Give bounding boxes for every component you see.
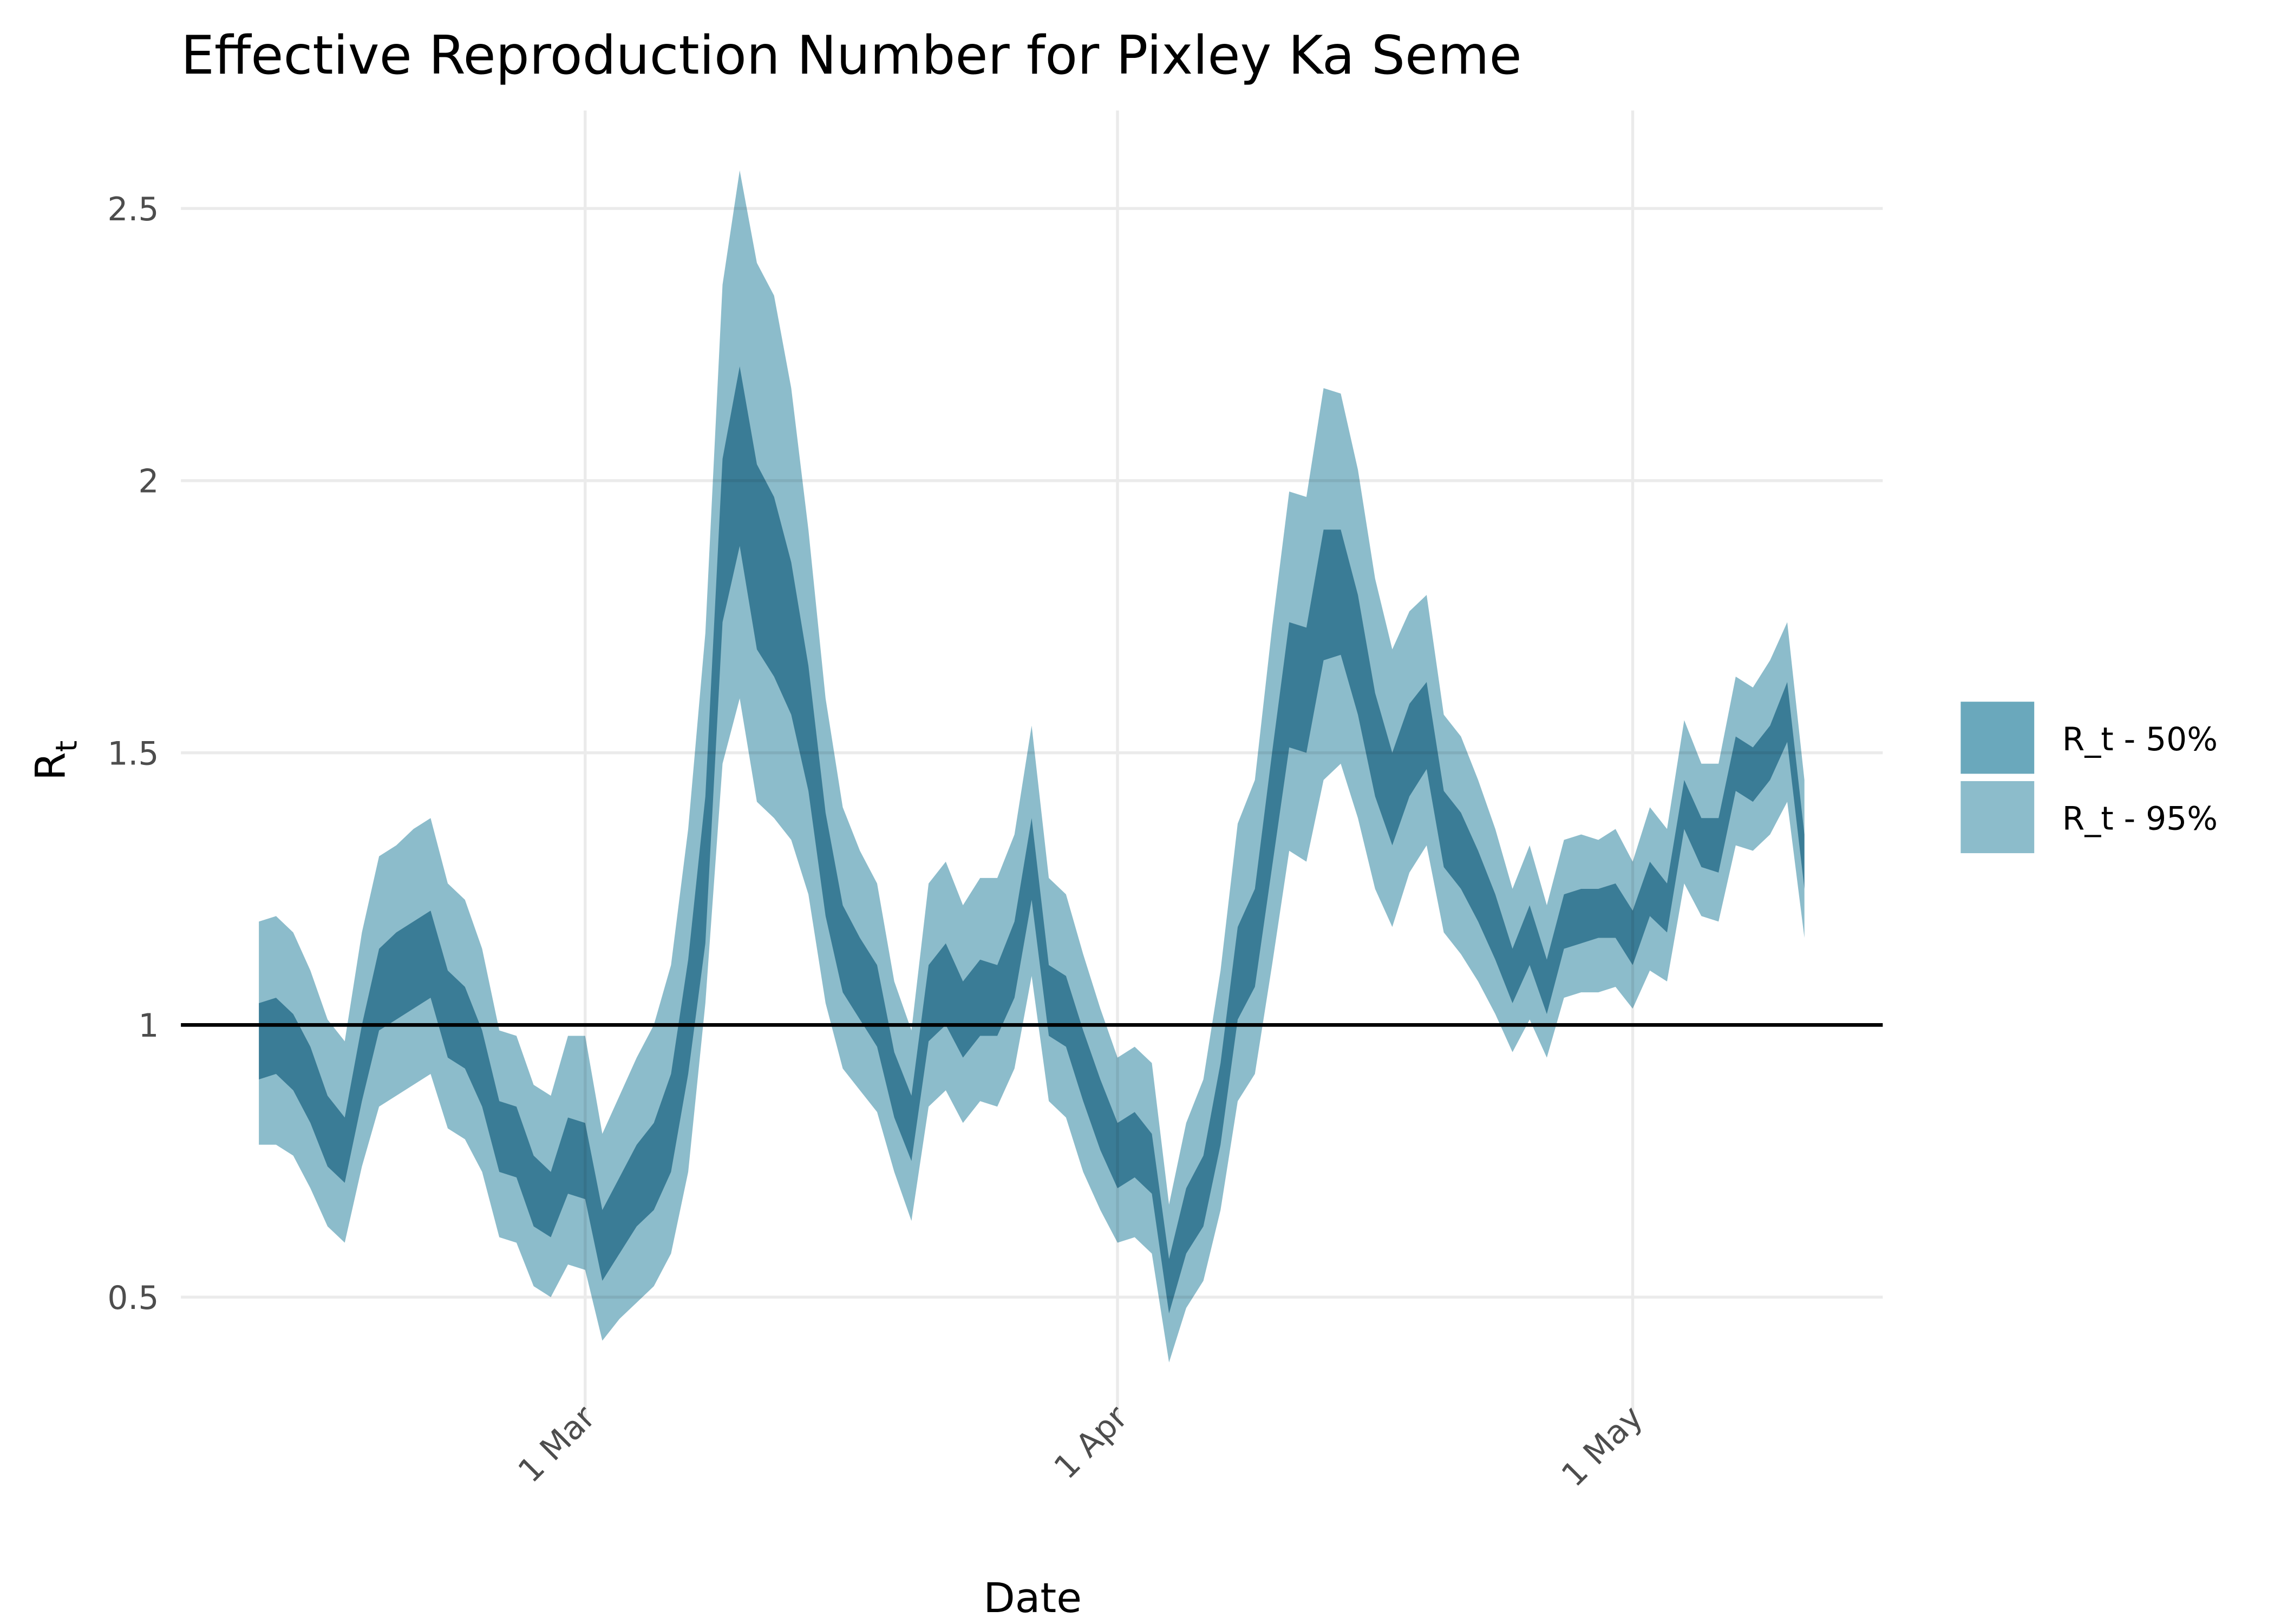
ribbons (259, 170, 1805, 1363)
y-tick-label: 1.5 (107, 735, 159, 772)
x-tick-label: 1 Apr (1047, 1399, 1135, 1487)
x-tick-label: 1 May (1554, 1399, 1650, 1494)
legend-label: R_t - 95% (2062, 801, 2218, 838)
y-axis-title: Rt (27, 741, 84, 781)
legend-label: R_t - 50% (2062, 721, 2218, 758)
legend-key (1961, 781, 2035, 854)
y-tick-label: 1 (138, 1007, 159, 1045)
x-axis-title: Date (983, 1574, 1082, 1622)
y-axis-title-subscript: t (49, 741, 83, 752)
y-tick-label: 2 (138, 463, 159, 501)
x-tick-label: 1 Mar (511, 1399, 603, 1490)
chart-title: Effective Reproduction Number for Pixley… (181, 25, 1522, 87)
y-tick-label: 0.5 (107, 1280, 159, 1317)
y-tick-label: 2.5 (107, 191, 159, 228)
legend-key (1961, 702, 2035, 774)
ribbon (259, 366, 1805, 1314)
y-axis-title-base: R (27, 752, 75, 781)
ribbon (259, 170, 1805, 1363)
